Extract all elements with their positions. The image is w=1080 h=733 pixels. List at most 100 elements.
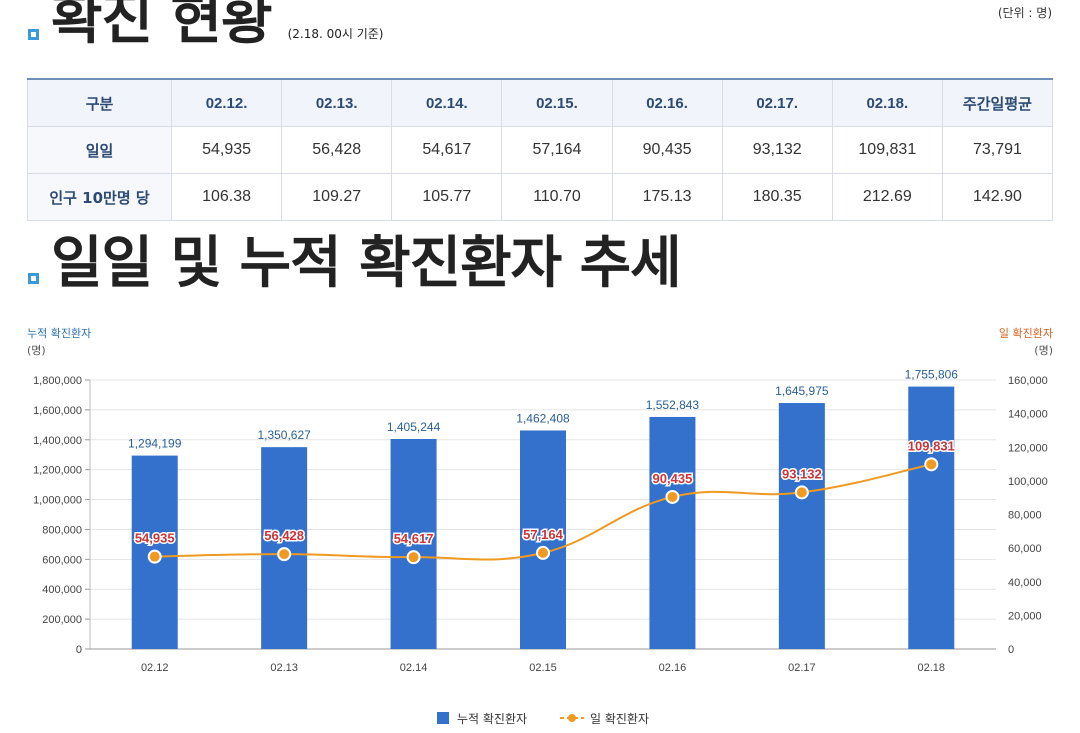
right-tick-label: 100,000 bbox=[1008, 476, 1048, 488]
section-title-trend: 일일 및 누적 확진환자 추세 bbox=[28, 231, 682, 296]
right-tick-label: 120,000 bbox=[1008, 442, 1048, 454]
cumulative-bar-label: 1,405,244 bbox=[387, 420, 441, 434]
x-tick-label: 02.13 bbox=[270, 662, 298, 674]
left-tick-label: 1,400,000 bbox=[33, 435, 82, 447]
x-tick-label: 02.15 bbox=[529, 662, 557, 674]
daily-point-label: 54,617 bbox=[394, 531, 434, 546]
table-cell: 109,831 bbox=[831, 126, 943, 174]
table-header-cell: 02.18. bbox=[831, 78, 943, 127]
row-label-per-100k: 인구 10만명 당 bbox=[27, 173, 172, 221]
daily-point bbox=[277, 547, 292, 562]
table-cell: 54,617 bbox=[391, 126, 503, 174]
daily-point-label: 54,935 bbox=[135, 531, 175, 546]
left-tick-label: 800,000 bbox=[42, 524, 82, 536]
daily-point bbox=[665, 489, 680, 504]
table-cell: 90,435 bbox=[611, 126, 723, 174]
table-cell: 175.13 bbox=[611, 173, 723, 221]
right-axis-title: 일 확진환자 bbox=[999, 326, 1053, 340]
left-axis-unit: (명) bbox=[27, 344, 46, 357]
cumulative-bar bbox=[908, 386, 955, 649]
right-tick-label: 0 bbox=[1008, 644, 1014, 656]
left-tick-label: 0 bbox=[76, 644, 82, 656]
base-time-note: (2.18. 00시 기준) bbox=[287, 27, 384, 41]
cumulative-bar-label: 1,552,843 bbox=[646, 398, 700, 412]
left-axis-title: 누적 확진환자 bbox=[27, 327, 91, 340]
x-tick-label: 02.14 bbox=[400, 662, 428, 674]
table-row: 인구 10만명 당 106.38 109.27 105.77 110.70 17… bbox=[27, 173, 1054, 221]
daily-point-label: 90,435 bbox=[653, 471, 693, 486]
table-cell: 105.77 bbox=[391, 173, 503, 221]
x-tick-label: 02.12 bbox=[141, 662, 169, 674]
square-bullet-icon bbox=[28, 29, 39, 40]
left-tick-label: 1,000,000 bbox=[33, 495, 82, 507]
table-cell: 73,791 bbox=[941, 126, 1054, 174]
left-tick-label: 400,000 bbox=[42, 584, 82, 596]
table-header-cell: 02.16. bbox=[611, 78, 723, 127]
right-tick-label: 140,000 bbox=[1008, 409, 1048, 421]
table-cell: 56,428 bbox=[281, 126, 393, 174]
cumulative-bar-label: 1,294,199 bbox=[128, 437, 182, 451]
table-cell: 142.90 bbox=[941, 173, 1054, 221]
left-tick-label: 1,600,000 bbox=[33, 405, 82, 417]
x-tick-label: 02.16 bbox=[659, 662, 687, 674]
cumulative-bar-label: 1,645,975 bbox=[775, 384, 829, 398]
trend-title: 일일 및 누적 확진환자 추세 bbox=[51, 231, 682, 296]
daily-point-label: 56,428 bbox=[264, 528, 304, 543]
cumulative-bar bbox=[520, 430, 566, 649]
table-cell: 106.38 bbox=[170, 173, 283, 221]
left-tick-label: 600,000 bbox=[42, 554, 82, 566]
trend-chart: 누적 확진환자 (명) 일 확진환자 (명) 0 200,000 400,000 600,00… bbox=[27, 326, 1053, 726]
x-tick-label: 02.18 bbox=[918, 662, 946, 674]
table-cell: 110.70 bbox=[501, 173, 613, 221]
table-cell: 109.27 bbox=[281, 173, 393, 221]
table-header-cell: 02.17. bbox=[721, 78, 833, 127]
table-cell: 212.69 bbox=[831, 173, 943, 221]
legend-bar-swatch bbox=[437, 712, 449, 724]
table-cell: 93,132 bbox=[721, 126, 833, 174]
legend-line-label: 일 확진환자 bbox=[590, 712, 649, 726]
right-axis-unit: (명) bbox=[1034, 344, 1053, 357]
row-label-daily: 일일 bbox=[27, 126, 172, 174]
cumulative-bar bbox=[649, 416, 696, 649]
cumulative-bar bbox=[778, 403, 825, 649]
confirmed-table: 구분 02.12. 02.13. 02.14. 02.15. 02.16. 02… bbox=[27, 78, 1054, 221]
left-tick-label: 1,800,000 bbox=[33, 375, 82, 387]
cumulative-bar bbox=[390, 438, 437, 649]
table-header-cell: 02.15. bbox=[501, 78, 613, 127]
daily-point-label: 109,831 bbox=[908, 438, 955, 453]
right-tick-label: 60,000 bbox=[1008, 543, 1042, 555]
table-cell: 57,164 bbox=[501, 126, 613, 174]
daily-point bbox=[794, 485, 809, 500]
legend-line-marker bbox=[568, 714, 576, 722]
table-header-cell: 02.12. bbox=[170, 78, 283, 127]
table-header-cell: 구분 bbox=[27, 78, 172, 127]
page-title: 확진 현황 bbox=[51, 0, 273, 52]
table-header-cell: 주간일평균 bbox=[941, 78, 1054, 127]
daily-point-label: 57,164 bbox=[523, 527, 564, 542]
table-cell: 54,935 bbox=[170, 126, 283, 174]
right-tick-label: 160,000 bbox=[1008, 375, 1048, 387]
legend-bar-label: 누적 확진환자 bbox=[457, 712, 527, 726]
table-header-cell: 02.14. bbox=[391, 78, 503, 127]
table-header-row: 구분 02.12. 02.13. 02.14. 02.15. 02.16. 02… bbox=[27, 78, 1054, 127]
daily-point-label: 93,132 bbox=[782, 466, 822, 481]
cumulative-bar-label: 1,462,408 bbox=[516, 411, 570, 425]
unit-label: (단위 : 명) bbox=[997, 6, 1052, 20]
table-header-cell: 02.13. bbox=[281, 78, 393, 127]
left-tick-label: 200,000 bbox=[42, 614, 82, 626]
table-cell: 180.35 bbox=[721, 173, 833, 221]
cumulative-bar-label: 1,755,806 bbox=[905, 368, 959, 382]
daily-point bbox=[406, 550, 421, 565]
right-tick-label: 40,000 bbox=[1008, 577, 1042, 589]
daily-point bbox=[147, 549, 162, 564]
daily-point bbox=[536, 545, 550, 560]
right-tick-label: 20,000 bbox=[1008, 610, 1042, 622]
square-bullet-icon bbox=[28, 273, 39, 284]
daily-point bbox=[924, 457, 939, 472]
right-tick-label: 80,000 bbox=[1008, 510, 1042, 522]
table-row: 일일 54,935 56,428 54,617 57,164 90,435 93… bbox=[27, 126, 1054, 174]
section-title-confirmed: 확진 현황 (2.18. 00시 기준) bbox=[28, 0, 384, 48]
x-tick-label: 02.17 bbox=[788, 662, 816, 674]
left-tick-label: 1,200,000 bbox=[33, 465, 82, 477]
cumulative-bar-label: 1,350,627 bbox=[257, 428, 311, 442]
